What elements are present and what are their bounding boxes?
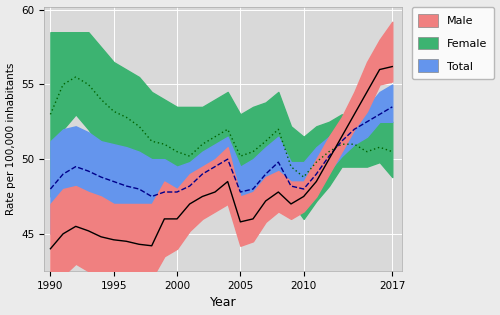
Legend: Male, Female, Total: Male, Female, Total: [412, 7, 494, 79]
X-axis label: Year: Year: [210, 296, 236, 309]
Y-axis label: Rate per 100,000 inhabitants: Rate per 100,000 inhabitants: [6, 63, 16, 215]
